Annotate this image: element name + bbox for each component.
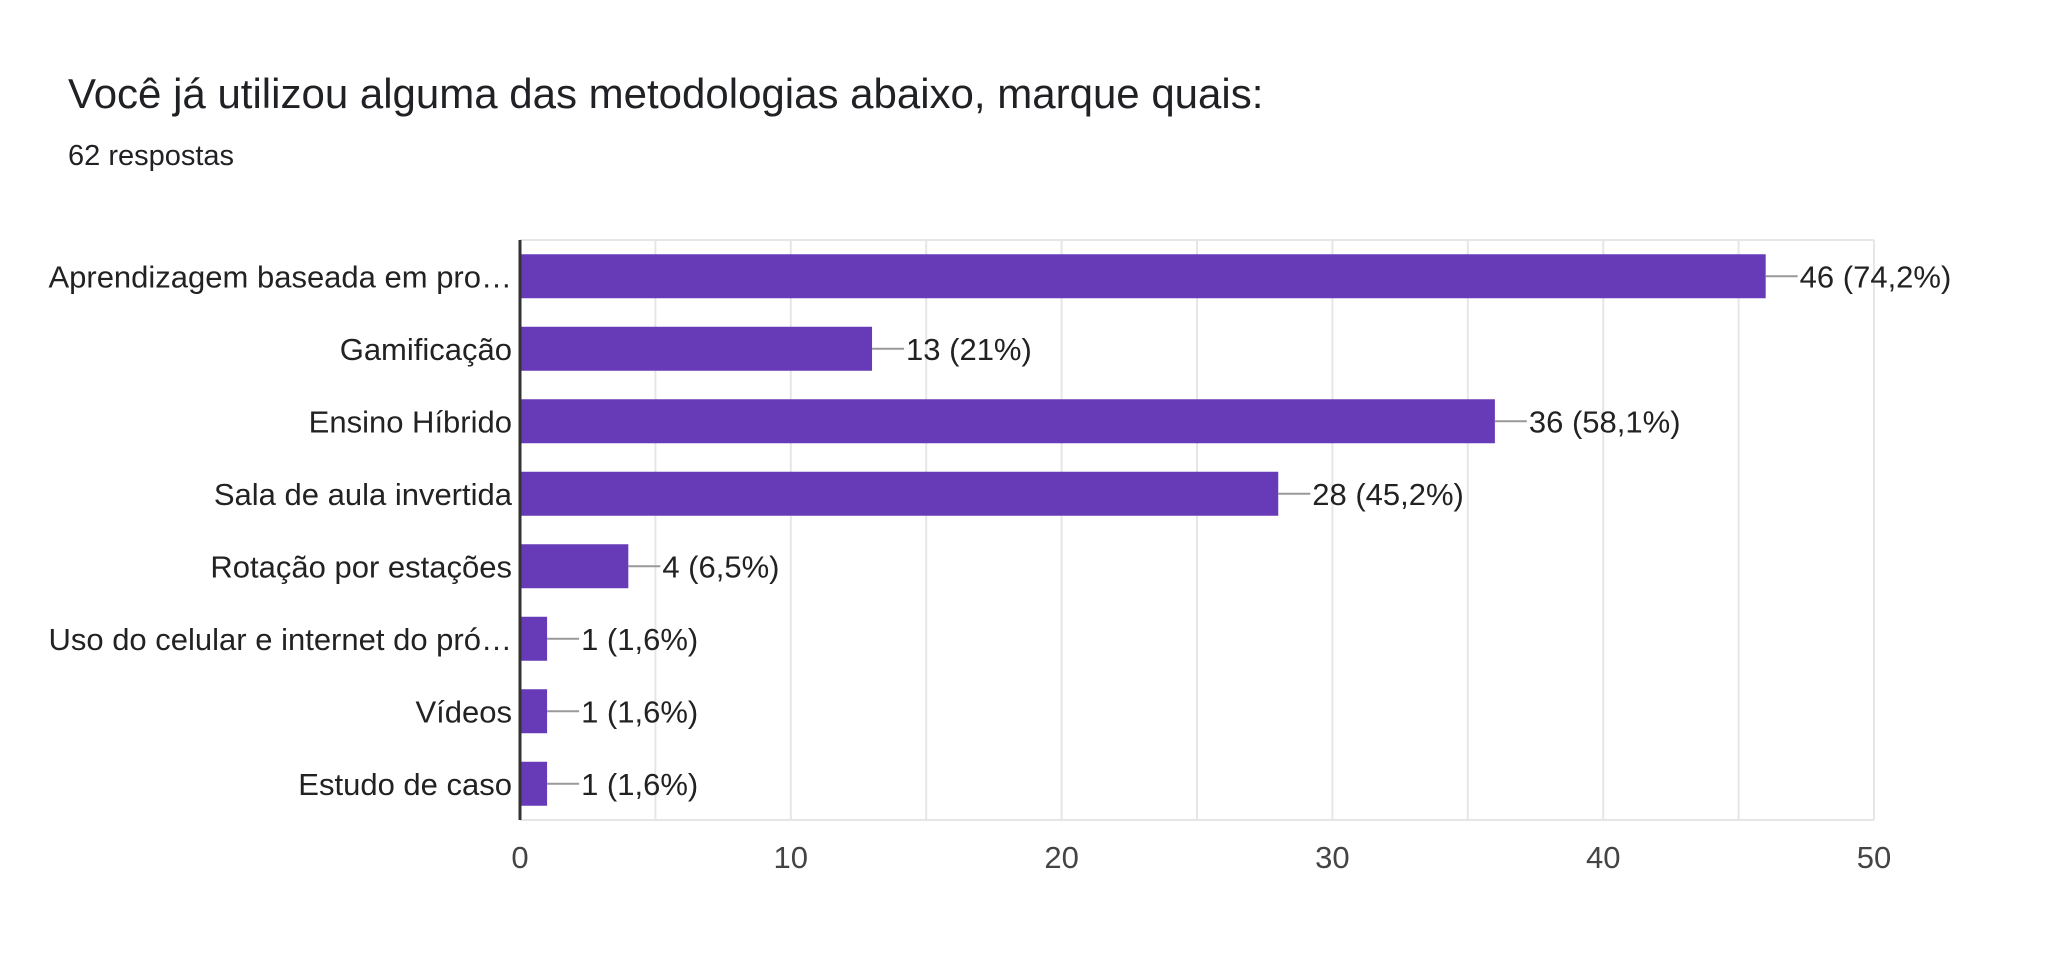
data-label: 1 (1,6%) (581, 767, 698, 802)
category-label: Vídeos (415, 694, 512, 729)
bar (520, 616, 548, 661)
bar (520, 471, 1279, 516)
gridlines (520, 239, 1875, 821)
bar (520, 326, 873, 371)
category-label: Gamificação (340, 332, 512, 367)
data-label: 1 (1,6%) (581, 622, 698, 657)
category-label: Estudo de caso (298, 767, 512, 802)
bar (520, 761, 548, 806)
category-label: Sala de aula invertida (214, 477, 513, 512)
chart-title: Você já utilizou alguma das metodologias… (68, 70, 1264, 117)
x-tick-label: 10 (774, 840, 808, 875)
x-tick-label: 30 (1315, 840, 1349, 875)
data-label: 28 (45,2%) (1312, 477, 1464, 512)
response-count: 62 respostas (68, 140, 235, 172)
axes: 0 10 20 30 40 50 (511, 240, 1891, 875)
bar (520, 689, 548, 734)
data-label: 13 (21%) (906, 332, 1032, 367)
data-label: 1 (1,6%) (581, 694, 698, 729)
data-label: 36 (58,1%) (1529, 404, 1681, 439)
bars (520, 254, 1798, 806)
category-label: Uso do celular e internet do pró… (48, 622, 512, 657)
category-label: Aprendizagem baseada em pro… (48, 259, 512, 294)
data-label: 46 (74,2%) (1800, 259, 1952, 294)
bar (520, 399, 1495, 444)
labels: 46 (74,2%) Aprendizagem baseada em pro… 13… (48, 259, 1951, 802)
category-label: Rotação por estações (210, 549, 512, 584)
x-tick-label: 40 (1586, 840, 1620, 875)
x-tick-label: 0 (511, 840, 528, 875)
bar (520, 544, 629, 589)
x-tick-label: 20 (1044, 840, 1078, 875)
data-label: 4 (6,5%) (662, 549, 779, 584)
bar (520, 254, 1766, 299)
category-label: Ensino Híbrido (309, 404, 512, 439)
x-tick-label: 50 (1857, 840, 1891, 875)
